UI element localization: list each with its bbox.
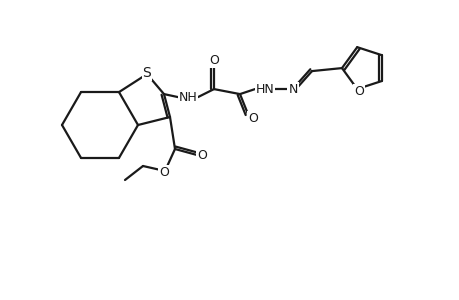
Text: O: O: [196, 148, 207, 161]
Text: HN: HN: [255, 82, 274, 96]
Text: NH: NH: [178, 91, 197, 103]
Text: O: O: [353, 85, 364, 98]
Text: O: O: [247, 112, 257, 124]
Text: N: N: [288, 82, 297, 96]
Text: S: S: [142, 66, 151, 80]
Text: O: O: [208, 54, 218, 67]
Text: O: O: [159, 166, 168, 178]
